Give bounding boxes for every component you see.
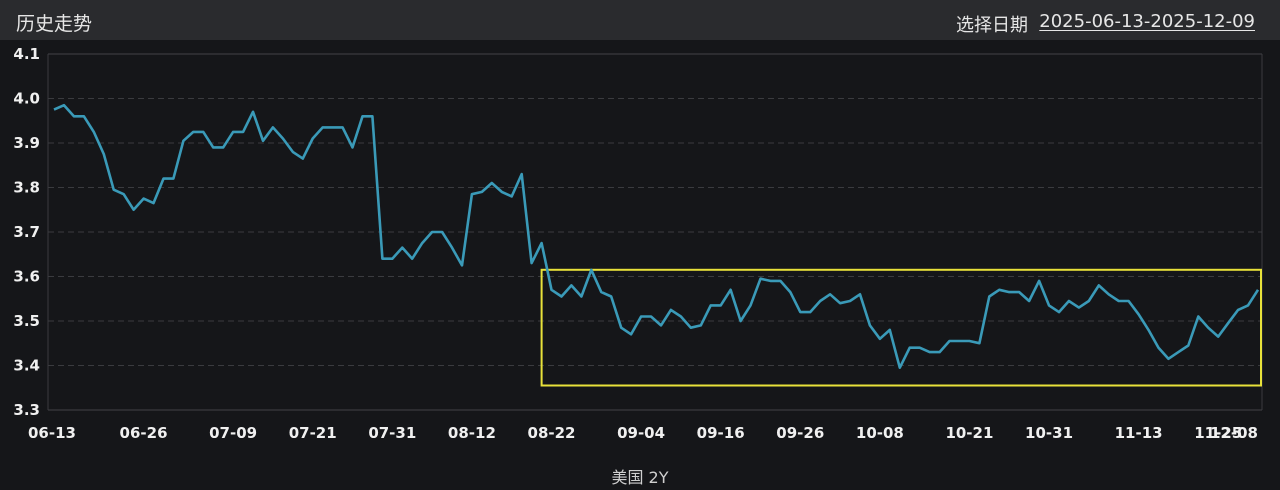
grid-lines (47, 53, 1263, 411)
date-range-picker[interactable]: 2025-06-13-2025-12-09 (1039, 11, 1255, 32)
y-tick-label: 3.3 (13, 401, 40, 419)
y-tick-label: 3.5 (13, 312, 40, 330)
x-axis-ticks: 06-13 06-26 07-09 07-21 07-31 08-12 08-22 09-04… (28, 424, 1258, 442)
x-tick-label: 08-12 (448, 424, 496, 442)
y-tick-label: 4.1 (13, 45, 40, 63)
x-tick-label: 07-09 (209, 424, 257, 442)
x-tick-label: 09-04 (617, 424, 665, 442)
y-tick-label: 3.8 (13, 179, 40, 197)
x-tick-label: 07-31 (368, 424, 416, 442)
x-tick-label: 11-25 (1194, 424, 1242, 442)
x-tick-label: 09-16 (697, 424, 745, 442)
y-axis-ticks: 4.1 4.0 3.9 3.8 3.7 3.6 3.5 3.4 3.3 (13, 45, 40, 419)
y-tick-label: 3.4 (13, 357, 40, 375)
x-tick-label: 11-13 (1115, 424, 1163, 442)
x-tick-label: 10-31 (1025, 424, 1073, 442)
highlight-box (540, 268, 1262, 387)
y-tick-label: 3.7 (13, 223, 40, 241)
y-tick-label: 3.9 (13, 134, 40, 152)
x-tick-label: 07-21 (289, 424, 337, 442)
legend-label: 美国 2Y (611, 468, 669, 487)
series-line-us-2y (53, 103, 1260, 369)
y-tick-label: 3.6 (13, 268, 40, 286)
date-select-label: 选择日期 (956, 15, 1028, 36)
x-tick-label: 10-21 (945, 424, 993, 442)
chart-header: 历史走势 选择日期 2025-06-13-2025-12-09 (0, 0, 1280, 40)
x-tick-label: 06-13 (28, 424, 76, 442)
x-tick-label: 10-08 (856, 424, 904, 442)
line-chart: 4.1 4.0 3.9 3.8 3.7 3.6 3.5 3.4 3.3 06-13 06-26 07… (13, 45, 1263, 442)
chart-title: 历史走势 (16, 13, 93, 35)
x-tick-label: 06-26 (120, 424, 168, 442)
x-tick-label: 12-08 (1210, 424, 1258, 442)
x-tick-label: 08-22 (528, 424, 576, 442)
y-tick-label: 4.0 (13, 90, 40, 108)
x-tick-label: 09-26 (776, 424, 824, 442)
